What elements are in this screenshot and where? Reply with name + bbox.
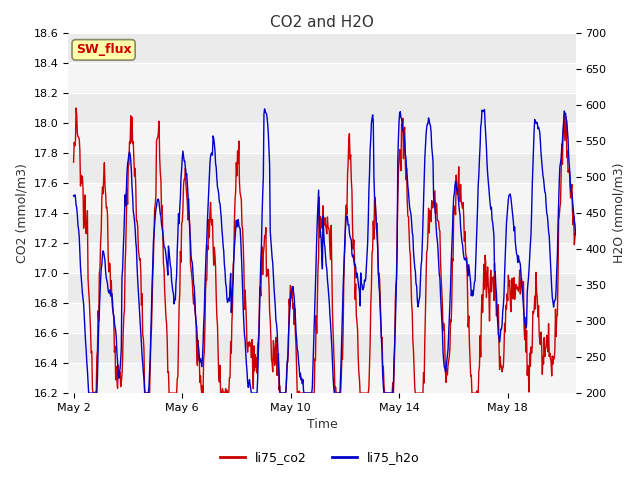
Y-axis label: CO2 (mmol/m3): CO2 (mmol/m3) [15,163,28,263]
Y-axis label: H2O (mmol/m3): H2O (mmol/m3) [612,163,625,263]
Bar [68,363,575,393]
Bar [68,303,575,333]
Title: CO2 and H2O: CO2 and H2O [270,15,374,30]
Legend: li75_co2, li75_h2o: li75_co2, li75_h2o [215,446,425,469]
Bar [68,123,575,153]
X-axis label: Time: Time [307,419,337,432]
Text: SW_flux: SW_flux [76,43,131,56]
Bar [68,243,575,273]
Bar [68,183,575,213]
Bar [68,62,575,93]
